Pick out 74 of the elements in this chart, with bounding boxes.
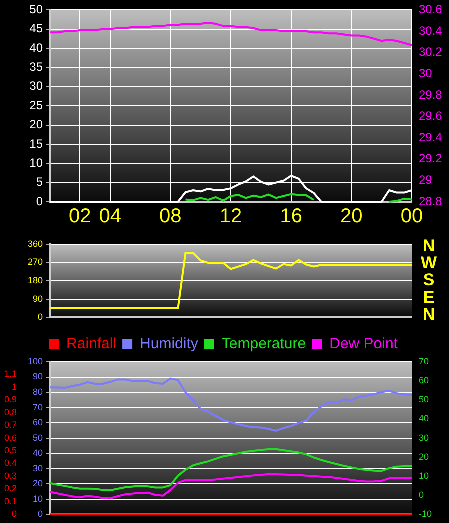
- y-tick-label: 5: [36, 175, 44, 190]
- y2-tick-label: 0.2: [4, 484, 17, 494]
- y2-tick-label: 30.4: [419, 24, 443, 38]
- x-tick-label: 02: [69, 206, 92, 228]
- y2-tick-label: 30.2: [419, 45, 443, 60]
- x-tick-label: 00: [400, 206, 424, 228]
- y2-tick-label: 30.6: [419, 2, 443, 17]
- y3-tick-label: 30: [419, 432, 430, 443]
- y-tick-label: 20: [30, 118, 44, 132]
- y-tick-label: 40: [32, 448, 43, 458]
- y2-tick-label: 1: [12, 382, 17, 392]
- text: E: [423, 288, 435, 307]
- y2-tick-label: 29.2: [419, 152, 443, 166]
- y3-tick-label: 40: [419, 414, 430, 424]
- legend-label: Dew Point: [330, 336, 399, 353]
- y3-tick-label: 20: [419, 452, 430, 462]
- y-tick-label: 25: [30, 98, 44, 112]
- y-tick-label: 30: [32, 463, 43, 474]
- y2-tick-label: 1.1: [4, 369, 17, 380]
- y-tick-label: 0: [38, 312, 43, 322]
- y2-tick-label: 29.4: [419, 130, 443, 144]
- legend-label: Temperature: [222, 336, 306, 353]
- y3-tick-label: 0: [419, 490, 424, 500]
- y3-tick-label: 70: [419, 356, 430, 366]
- y2-tick-label: 30: [419, 66, 433, 80]
- y-tick-label: 60: [32, 418, 43, 428]
- y-tick-label: 360: [28, 238, 43, 249]
- y2-tick-label: 0: [12, 509, 17, 520]
- text: S: [423, 270, 435, 290]
- y-tick-label: 100: [28, 356, 43, 366]
- y-tick-label: 180: [28, 275, 43, 286]
- y-tick-label: 70: [32, 402, 43, 412]
- y-tick-label: 80: [32, 387, 43, 398]
- text: N: [422, 236, 436, 256]
- y2-tick-label: 29: [419, 173, 433, 187]
- y-tick-label: 10: [32, 494, 43, 504]
- y-tick-label: 40: [30, 40, 44, 55]
- y-tick-label: 0: [38, 509, 43, 520]
- x-tick-label: 20: [340, 206, 363, 228]
- x-tick-label: 08: [160, 206, 182, 228]
- text: N: [422, 305, 436, 324]
- y2-tick-label: 0.6: [4, 432, 17, 443]
- y-tick-label: 90: [32, 294, 43, 304]
- y-tick-label: 270: [28, 257, 43, 268]
- x-tick-label: 12: [220, 206, 242, 228]
- y-tick-label: 50: [30, 2, 44, 17]
- y-tick-label: 0: [36, 194, 44, 208]
- y3-tick-label: -10: [419, 509, 432, 520]
- y-tick-label: 30: [30, 79, 44, 94]
- y-tick-label: 20: [32, 478, 43, 489]
- y2-tick-label: 0.4: [4, 458, 17, 468]
- y2-tick-label: 0.8: [4, 407, 17, 418]
- y2-tick-label: 28.8: [419, 194, 443, 208]
- y2-tick-label: 29.6: [419, 109, 443, 124]
- y2-tick-label: 0.9: [4, 394, 17, 405]
- y-tick-label: 10: [30, 156, 44, 170]
- y2-tick-label: 0.5: [4, 446, 17, 456]
- x-tick-label: 16: [280, 206, 302, 228]
- y2-tick-label: 0.1: [4, 496, 17, 506]
- text: W: [420, 253, 438, 272]
- y2-tick-label: 0.7: [4, 420, 17, 430]
- y3-tick-label: 60: [419, 376, 430, 386]
- y3-tick-label: 50: [419, 394, 430, 405]
- y-tick-label: 45: [30, 22, 44, 36]
- legend-label: Humidity: [140, 336, 199, 353]
- legend-label: Rainfall: [66, 336, 117, 353]
- y2-tick-label: 0.3: [4, 470, 17, 481]
- y2-tick-label: 29.8: [419, 88, 443, 102]
- y-tick-label: 50: [32, 432, 43, 443]
- x-tick-label: 04: [99, 206, 122, 228]
- y-tick-label: 90: [32, 372, 43, 382]
- y3-tick-label: 10: [419, 470, 430, 481]
- y-tick-label: 15: [30, 136, 44, 151]
- y-tick-label: 35: [30, 60, 44, 74]
